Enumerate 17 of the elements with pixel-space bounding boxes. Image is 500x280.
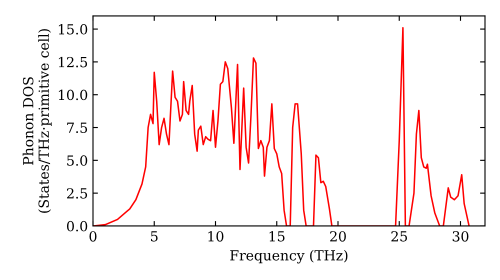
y-axis-title: Phonon DOS (States/THz·primitive cell): [22, 29, 52, 213]
y-tick-label: 5.0: [67, 155, 88, 166]
x-tick-label: 30: [452, 231, 468, 242]
x-axis-title: Frequency (THz): [230, 250, 348, 264]
y-tick-label: 7.5: [67, 122, 88, 133]
y-tick-label: 2.5: [66, 188, 88, 199]
x-tick-label: 10: [208, 231, 224, 242]
x-tick-label: 15: [270, 231, 285, 242]
y-tick-label: 10.0: [58, 90, 88, 100]
y-tick-label: 15.0: [58, 24, 88, 35]
y-tick-label: 12.5: [58, 56, 88, 68]
x-tick-label: 0: [89, 231, 96, 242]
x-tick-label: 25: [391, 231, 408, 242]
x-tick-label: 20: [330, 231, 346, 242]
y-tick-label: 0.0: [66, 220, 88, 232]
line-series: [93, 27, 470, 226]
x-tick-label: 5: [151, 231, 158, 242]
